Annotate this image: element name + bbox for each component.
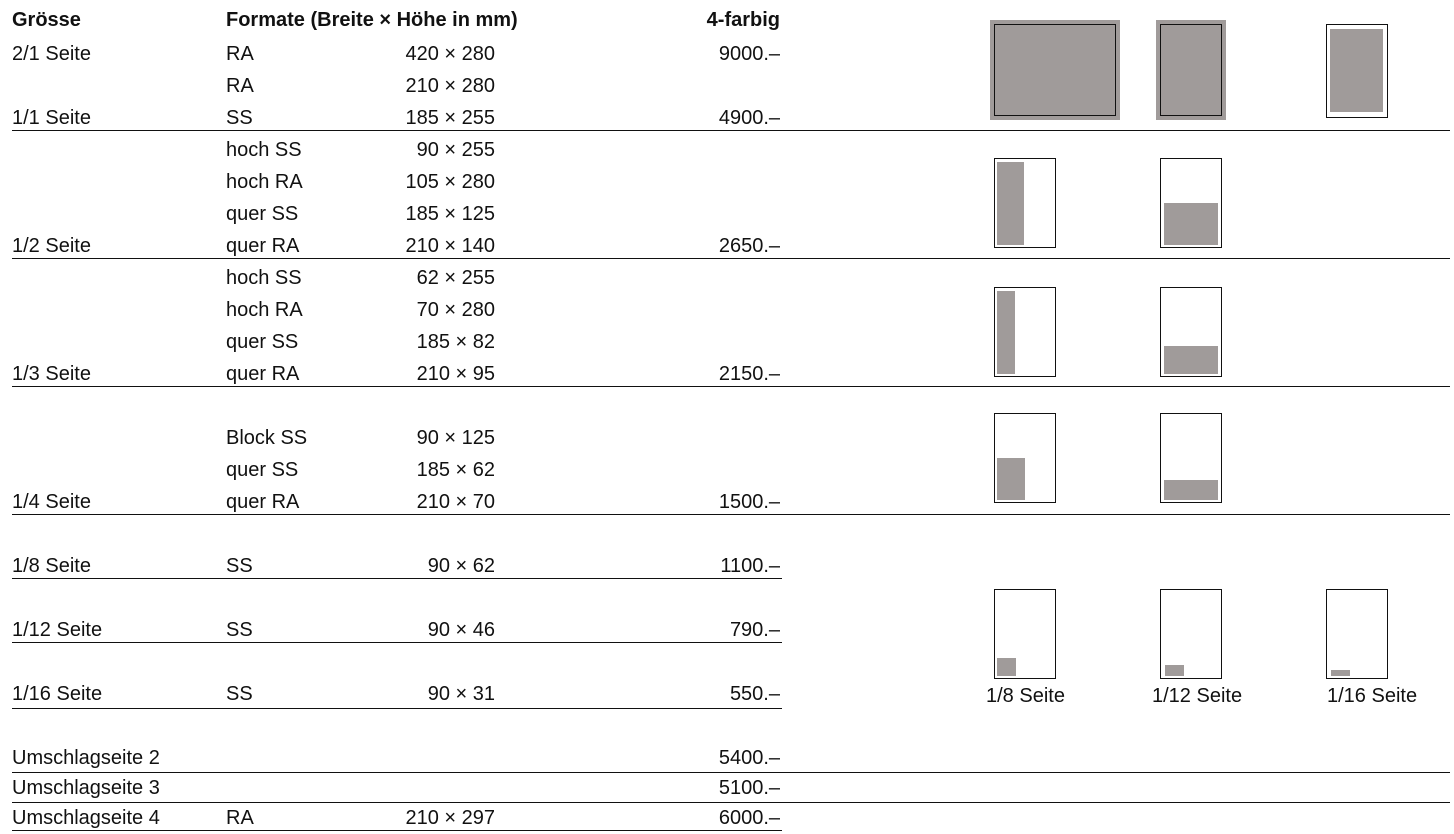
row-dims: 90 × 125 — [416, 427, 495, 449]
row-size: Umschlagseite 3 — [12, 777, 160, 799]
row-size: 1/12 Seite — [12, 619, 103, 641]
diagram-2-1-page — [994, 24, 1116, 116]
diagram-1-1-ss-page — [1326, 24, 1388, 118]
diagram-eighth — [994, 589, 1056, 679]
diagram-1-1-page — [1160, 24, 1222, 116]
divider — [12, 772, 1450, 773]
diagram-2-1-bleed — [990, 20, 1120, 120]
row-dims: 185 × 62 — [416, 459, 495, 481]
row-price: 5400.– — [718, 747, 780, 769]
divider — [12, 642, 782, 643]
row-dims: 210 × 280 — [405, 75, 495, 97]
diagram-fill — [1330, 29, 1383, 112]
diagram-fill — [1165, 665, 1184, 676]
row-kind: quer SS — [226, 459, 299, 481]
divider — [12, 830, 782, 831]
row-dims: 210 × 297 — [405, 807, 495, 829]
row-size: Umschlagseite 2 — [12, 747, 160, 769]
diagram-fill — [1164, 480, 1218, 500]
caption-sixteenth: 1/16 Seite — [1327, 685, 1418, 707]
row-kind: hoch RA — [226, 171, 303, 193]
diagram-fill — [997, 291, 1015, 374]
divider — [12, 708, 782, 709]
row-kind: RA — [226, 75, 254, 97]
row-price: 790.– — [729, 619, 780, 641]
row-price: 9000.– — [718, 43, 780, 65]
diagram-third-vertical — [994, 287, 1056, 377]
row-dims: 210 × 70 — [416, 491, 495, 513]
diagram-twelfth — [1160, 589, 1222, 679]
header-formats: Formate (Breite × Höhe in mm) — [226, 9, 518, 31]
row-price: 1500.– — [718, 491, 780, 513]
diagram-quarter-block — [994, 413, 1056, 503]
row-kind: SS — [226, 683, 253, 705]
diagram-sixteenth — [1326, 589, 1388, 679]
diagram-half-horizontal — [1160, 158, 1222, 248]
row-dims: 185 × 255 — [405, 107, 495, 129]
row-price: 5100.– — [718, 777, 780, 799]
row-dims: 185 × 82 — [416, 331, 495, 353]
row-kind: RA — [226, 807, 254, 829]
diagram-fill — [1164, 346, 1218, 374]
row-kind: quer RA — [226, 235, 300, 257]
diagram-fill — [997, 658, 1016, 676]
row-kind: SS — [226, 107, 253, 129]
row-size: 1/16 Seite — [12, 683, 103, 705]
row-kind: SS — [226, 555, 253, 577]
row-dims: 420 × 280 — [405, 43, 495, 65]
row-dims: 90 × 31 — [427, 683, 495, 705]
row-kind: hoch RA — [226, 299, 303, 321]
row-kind: hoch SS — [226, 139, 302, 161]
diagram-fill — [1331, 670, 1350, 676]
row-kind: quer SS — [226, 203, 299, 225]
row-size: 1/1 Seite — [12, 107, 91, 129]
row-kind: Block SS — [226, 427, 308, 449]
row-kind: quer RA — [226, 363, 300, 385]
caption-twelfth: 1/12 Seite — [1152, 685, 1243, 707]
diagram-half-vertical — [994, 158, 1056, 248]
diagram-1-1-bleed — [1156, 20, 1226, 120]
diagram-third-horizontal — [1160, 287, 1222, 377]
row-size: 1/8 Seite — [12, 555, 91, 577]
row-kind: RA — [226, 43, 254, 65]
divider — [12, 258, 1450, 259]
row-size: 1/2 Seite — [12, 235, 91, 257]
row-dims: 185 × 125 — [405, 203, 495, 225]
row-price: 4900.– — [718, 107, 780, 129]
row-price: 2650.– — [718, 235, 780, 257]
row-price: 6000.– — [718, 807, 780, 829]
row-size: Umschlagseite 4 — [12, 807, 160, 829]
row-dims: 210 × 140 — [405, 235, 495, 257]
diagram-fill — [997, 458, 1025, 500]
divider — [12, 514, 1450, 515]
row-size: 2/1 Seite — [12, 43, 91, 65]
row-kind: hoch SS — [226, 267, 302, 289]
diagram-fill — [1164, 203, 1218, 245]
row-kind: quer SS — [226, 331, 299, 353]
caption-eighth: 1/8 Seite — [986, 685, 1065, 707]
row-dims: 70 × 280 — [416, 299, 495, 321]
divider — [12, 578, 782, 579]
row-dims: 90 × 46 — [427, 619, 495, 641]
row-dims: 62 × 255 — [416, 267, 495, 289]
row-price: 2150.– — [718, 363, 780, 385]
divider — [12, 802, 1450, 803]
header-size: Grösse — [12, 9, 81, 31]
row-size: 1/4 Seite — [12, 491, 91, 513]
diagram-fill — [997, 162, 1024, 245]
row-dims: 90 × 62 — [427, 555, 495, 577]
header-color: 4-farbig — [706, 9, 780, 31]
divider — [12, 130, 1450, 131]
row-kind: SS — [226, 619, 253, 641]
row-dims: 210 × 95 — [416, 363, 495, 385]
divider — [12, 386, 1450, 387]
row-kind: quer RA — [226, 491, 300, 513]
row-price: 550.– — [729, 683, 780, 705]
row-size: 1/3 Seite — [12, 363, 91, 385]
diagram-quarter-horizontal — [1160, 413, 1222, 503]
row-price: 1100.– — [720, 555, 780, 577]
row-dims: 90 × 255 — [416, 139, 495, 161]
row-dims: 105 × 280 — [405, 171, 495, 193]
